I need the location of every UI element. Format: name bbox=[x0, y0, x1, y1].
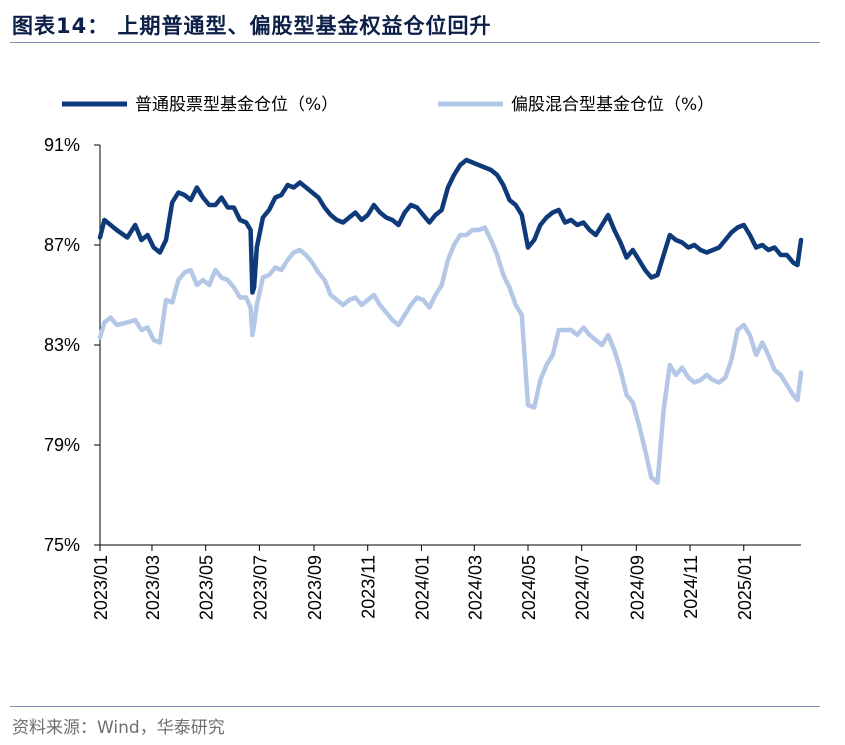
x-tick-label: 2023/09 bbox=[305, 555, 325, 620]
x-tick-label: 2024/11 bbox=[681, 555, 701, 619]
chart-title: 图表14： 上期普通型、偏股型基金权益仓位回升 bbox=[12, 14, 492, 38]
y-tick-label: 91% bbox=[44, 135, 80, 155]
footer-divider bbox=[10, 706, 820, 707]
legend: 普通股票型基金仓位（%） 偏股混合型基金仓位（%） bbox=[62, 95, 714, 115]
x-tick-label: 2023/03 bbox=[143, 555, 163, 620]
y-tick-label: 87% bbox=[44, 235, 80, 255]
x-tick-label: 2023/05 bbox=[197, 555, 217, 620]
source-note: 资料来源：Wind，华泰研究 bbox=[12, 718, 225, 738]
axes: 91% 87% 83% 79% 75% 2023/01 2023/03 2023/05 2023… bbox=[44, 135, 801, 620]
series-lines bbox=[97, 157, 804, 485]
x-tick-label: 2023/01 bbox=[91, 555, 111, 620]
x-tick-label: 2023/07 bbox=[250, 555, 270, 620]
x-tick-label: 2024/07 bbox=[573, 555, 593, 620]
y-tick-label: 79% bbox=[44, 435, 80, 455]
series-line-1 bbox=[97, 157, 804, 295]
legend-label-2: 偏股混合型基金仓位（%） bbox=[511, 95, 714, 115]
series-line-2 bbox=[97, 225, 804, 485]
legend-label-1: 普通股票型基金仓位（%） bbox=[135, 95, 338, 115]
x-tick-label: 2024/09 bbox=[627, 555, 647, 620]
x-tick-label: 2024/01 bbox=[412, 555, 432, 620]
x-tick-label: 2024/05 bbox=[519, 555, 539, 620]
x-tick-label: 2025/01 bbox=[735, 555, 755, 620]
y-tick-label: 83% bbox=[44, 335, 80, 355]
title-divider bbox=[10, 42, 820, 43]
x-tick-label: 2023/11 bbox=[359, 555, 379, 619]
x-tick-label: 2024/03 bbox=[465, 555, 485, 620]
y-tick-label: 75% bbox=[44, 535, 80, 555]
